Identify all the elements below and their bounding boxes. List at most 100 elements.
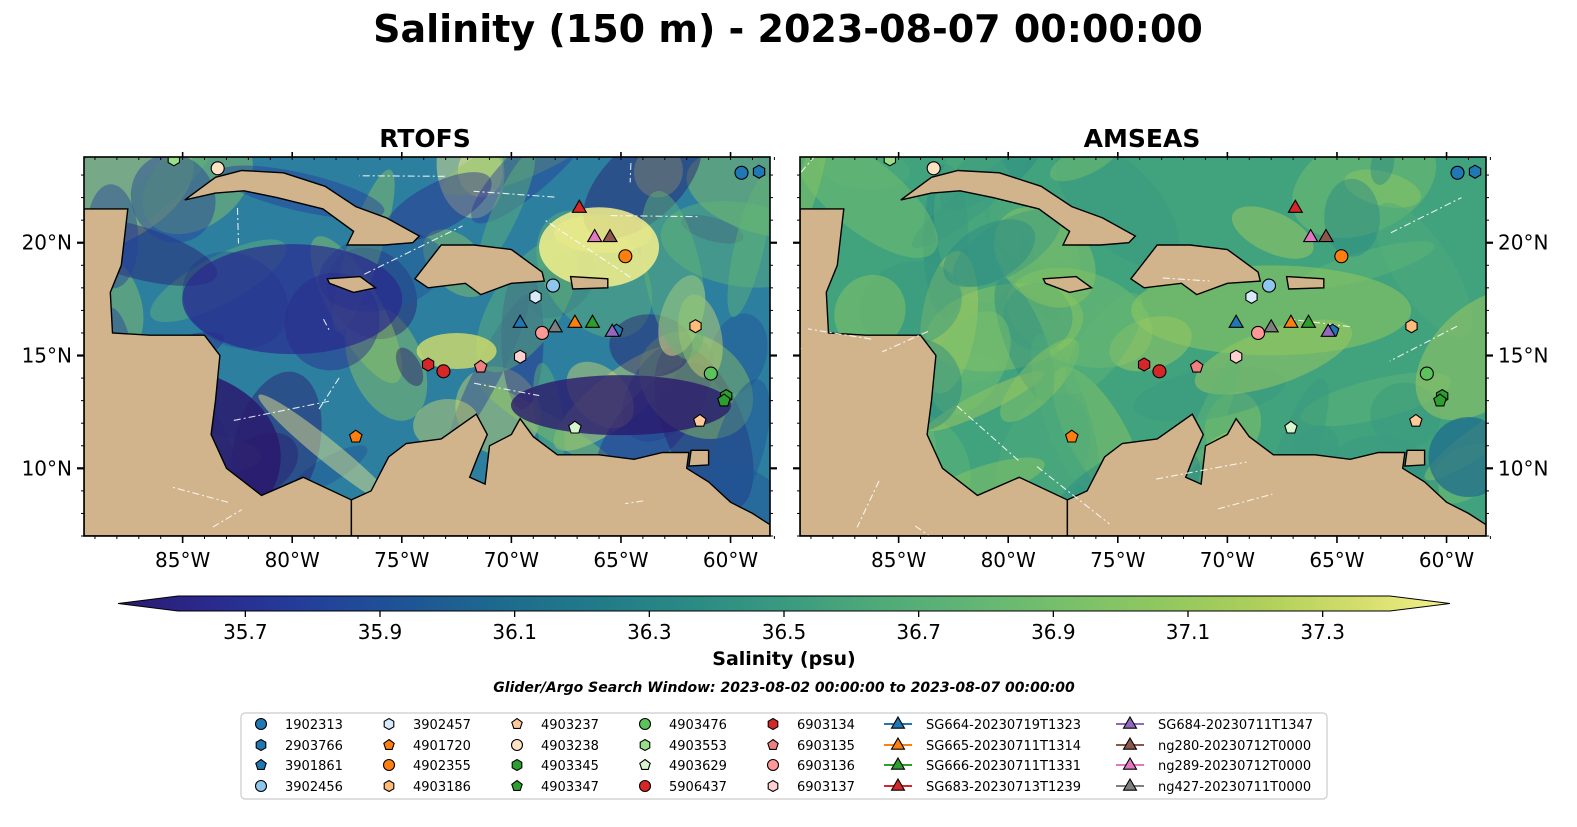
salinity-patch xyxy=(436,157,505,219)
legend-label: SG684-20230711T1347 xyxy=(1158,718,1313,733)
salinity-patch xyxy=(609,314,693,377)
legend-entry: 4903629 xyxy=(639,758,727,774)
salinity-patch xyxy=(834,274,906,350)
salinity-patch xyxy=(727,176,770,318)
legend-entry: SG683-20230713T1239 xyxy=(884,777,1081,795)
legend-marker xyxy=(511,717,523,729)
salinity-patch xyxy=(678,294,723,379)
eez-boundary xyxy=(1389,325,1458,362)
saline-water-patch xyxy=(539,207,660,288)
salinity-patch xyxy=(927,371,1044,432)
salinity-patch xyxy=(994,206,1074,267)
platform-marker xyxy=(1263,318,1280,333)
platform-marker xyxy=(1228,314,1245,328)
lon-tick-label: 80°W xyxy=(981,548,1036,572)
legend-entry: SG665-20230711T1314 xyxy=(884,736,1081,754)
platform-marker xyxy=(1245,289,1258,305)
lat-tick-label: 15°N xyxy=(22,344,72,368)
legend-marker xyxy=(1122,715,1138,729)
eez-boundary xyxy=(956,405,1019,461)
legend-entry: 3902457 xyxy=(383,717,471,733)
eez-boundary xyxy=(236,208,240,244)
land-cuba xyxy=(184,169,421,246)
legend: 1902313 2903766 3901861 3902456 3902457 49017… xyxy=(240,712,1328,800)
platform-marker xyxy=(734,165,749,180)
platform-marker xyxy=(883,157,897,167)
platform-marker xyxy=(547,318,564,333)
platform-marker xyxy=(602,228,618,243)
legend-label: 4902355 xyxy=(413,759,471,774)
lon-tick-label: 60°W xyxy=(1419,548,1474,572)
legend-label: SG664-20230719T1323 xyxy=(926,718,1081,733)
eez-boundary xyxy=(233,400,330,422)
platform-marker xyxy=(535,325,550,341)
legend-entry: 2903766 xyxy=(255,738,343,754)
legend-marker xyxy=(383,738,395,750)
salinity-patch xyxy=(1049,157,1119,182)
platform-marker xyxy=(584,314,601,328)
salinity-patch xyxy=(1055,157,1179,269)
legend-entry: 4903347 xyxy=(511,779,599,795)
salinity-patch xyxy=(658,275,706,356)
colorbar-bar xyxy=(117,595,1451,612)
salinity-patch xyxy=(1344,169,1421,208)
eez-boundary xyxy=(364,225,463,275)
platform-marker xyxy=(1433,393,1447,407)
legend-marker xyxy=(890,756,906,770)
salinity-patch xyxy=(800,157,829,239)
salinity-patch xyxy=(800,157,938,258)
map-frame xyxy=(83,156,771,537)
salinity-patch xyxy=(442,157,598,196)
eez-boundary xyxy=(474,382,540,397)
land-hispaniola xyxy=(413,244,546,296)
salinity-patch xyxy=(130,157,216,243)
platform-marker xyxy=(604,323,621,337)
salinity-patch xyxy=(680,214,744,244)
eez-boundary xyxy=(171,486,229,503)
legend-label: ng280-20230712T0000 xyxy=(1158,739,1311,754)
legend-label: ng289-20230712T0000 xyxy=(1158,759,1311,774)
lon-tick-label: 70°W xyxy=(1200,548,1255,572)
salinity-patch xyxy=(1000,338,1080,423)
legend-label: 3902456 xyxy=(285,780,343,795)
platform-marker xyxy=(1300,314,1317,328)
map-frame xyxy=(799,156,1487,537)
salinity-patch xyxy=(84,157,194,255)
salinity-patch xyxy=(930,311,1011,415)
platform-marker xyxy=(1287,199,1304,213)
legend-entry: 4903237 xyxy=(511,717,599,733)
search-window-text: Glider/Argo Search Window: 2023-08-02 00… xyxy=(493,680,1075,696)
legend-marker xyxy=(1122,777,1138,791)
salinity-patch xyxy=(471,157,603,224)
lon-tick-label: 85°W xyxy=(871,548,926,572)
land-trinidad xyxy=(1404,449,1426,467)
legend-label: 5906437 xyxy=(669,780,727,795)
salinity-patch xyxy=(1324,178,1380,257)
land-cuba xyxy=(900,169,1137,246)
salinity-patch xyxy=(457,157,503,197)
salinity-patch xyxy=(1300,372,1451,427)
colorbar-tick-label: 36.9 xyxy=(1031,620,1076,644)
legend-entry: ng280-20230712T0000 xyxy=(1116,736,1311,754)
legend-entry: 4901720 xyxy=(383,738,471,754)
rtofs-map: 85°W 80°W 75°W 70°W 65°W 60°W 20°N 15°N 10°N xyxy=(22,152,777,572)
salinity-patch xyxy=(943,219,1036,288)
legend-label: 6903135 xyxy=(797,739,855,754)
legend-marker xyxy=(890,777,906,791)
platform-marker xyxy=(586,228,603,243)
eez-boundary xyxy=(323,318,331,333)
legend-entry: ng289-20230712T0000 xyxy=(1116,756,1311,774)
eez-boundary xyxy=(212,509,243,528)
colorbar-tick-label: 36.5 xyxy=(762,620,807,644)
land-puerto-rico xyxy=(1285,275,1325,290)
legend-label: 1902313 xyxy=(285,718,343,733)
platform-marker xyxy=(1320,323,1337,337)
eez-boundary xyxy=(881,330,929,353)
legend-marker xyxy=(890,715,906,729)
platform-marker xyxy=(689,319,702,334)
platform-marker xyxy=(1189,359,1204,373)
legend-entry: SG666-20230711T1331 xyxy=(884,756,1081,774)
colorbar-tick-label: 37.1 xyxy=(1166,620,1211,644)
amseas-panel: AMSEAS 85°W 80°W 75°W 70°W 65°W 60°W 20°N 15°N 1… xyxy=(793,124,1548,572)
